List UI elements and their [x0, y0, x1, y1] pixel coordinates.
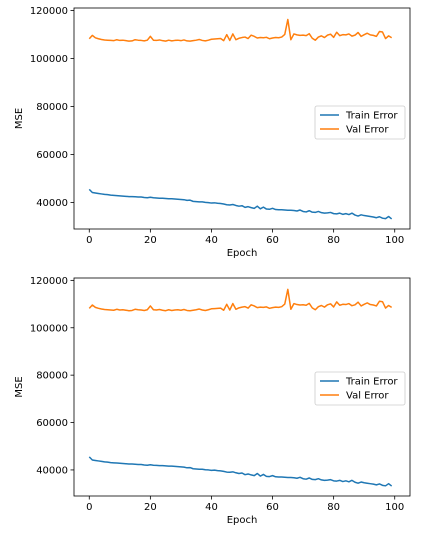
x-tick-label: 20: [144, 235, 157, 246]
y-tick-label: 80000: [36, 102, 68, 113]
y-axis-label: MSE: [14, 376, 25, 397]
x-tick-label: 80: [327, 502, 340, 513]
y-tick-label: 60000: [36, 418, 68, 429]
x-tick-label: 60: [266, 502, 279, 513]
x-tick-label: 0: [86, 235, 92, 246]
legend-label: Val Error: [346, 391, 389, 402]
y-tick-label: 120000: [30, 6, 68, 17]
y-tick-label: 120000: [30, 276, 68, 287]
x-tick-label: 0: [86, 502, 92, 513]
x-tick-label: 40: [205, 502, 218, 513]
x-tick-label: 100: [385, 502, 404, 513]
legend-label: Val Error: [346, 125, 389, 136]
y-tick-label: 40000: [36, 465, 68, 476]
legend-label: Train Error: [345, 377, 398, 388]
x-tick-label: 40: [205, 235, 218, 246]
series-line-val-error: [88, 288, 393, 312]
series-line-train-error: [88, 456, 393, 487]
x-tick-label: 20: [144, 502, 157, 513]
y-tick-label: 60000: [36, 150, 68, 161]
x-tick-label: 80: [327, 235, 340, 246]
x-tick-label: 100: [385, 235, 404, 246]
y-tick-label: 100000: [30, 54, 68, 65]
series-line-val-error: [88, 18, 393, 42]
y-tick-label: 100000: [30, 323, 68, 334]
chart-bottom: 40000 60000 80000 100000 120000 0 20 40 60 80 100 E…: [14, 276, 411, 526]
y-axis-label: MSE: [14, 108, 25, 129]
y-tick-label: 40000: [36, 198, 68, 209]
legend: Train Error Val Error: [314, 371, 406, 406]
x-tick-label: 60: [266, 235, 279, 246]
plot-frame: [73, 7, 411, 230]
y-tick-label: 80000: [36, 371, 68, 382]
series-line-train-error: [88, 188, 393, 220]
x-axis-label: Epoch: [227, 515, 258, 526]
legend-label: Train Error: [345, 111, 398, 122]
plot-frame: [73, 277, 411, 497]
chart-top: 40000 60000 80000 100000 120000 0 20 40 60 80 100 E…: [14, 6, 411, 259]
legend: Train Error Val Error: [314, 105, 406, 140]
x-axis-label: Epoch: [227, 248, 258, 259]
